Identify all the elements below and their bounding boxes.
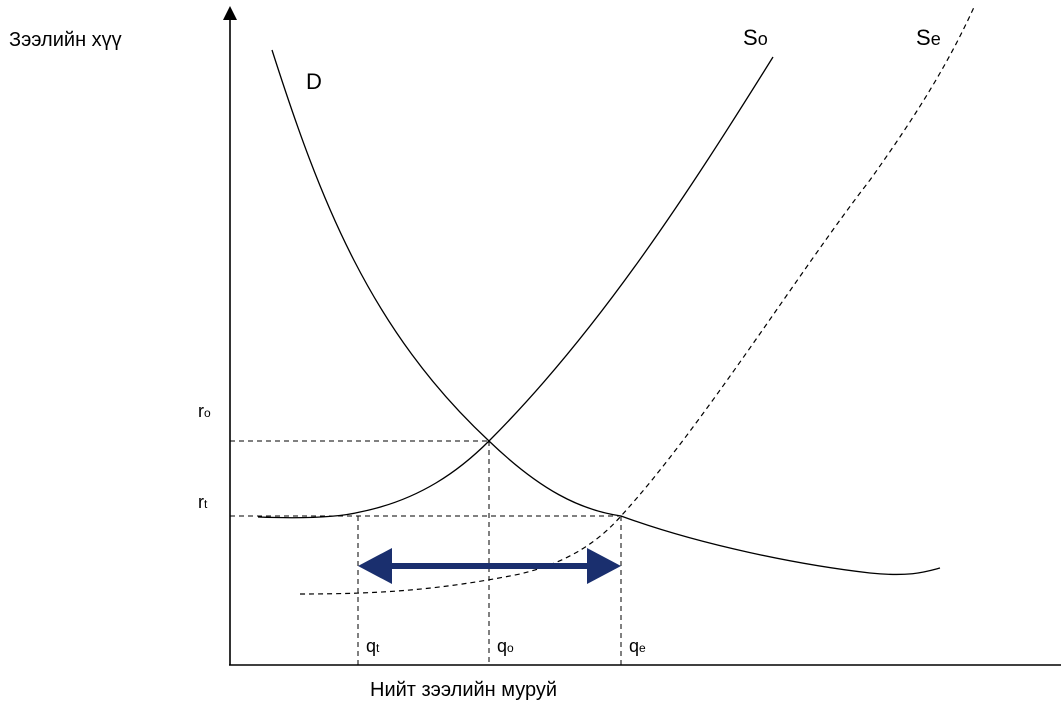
demand-curve <box>271 49 941 576</box>
guide-lines <box>230 440 622 665</box>
q-e-label: qe <box>629 636 646 656</box>
r-t-label: rt <box>198 492 208 512</box>
credit-expansion-arrow <box>358 548 621 584</box>
supply-original-label: So <box>743 25 768 50</box>
y-axis-arrowhead <box>223 6 237 20</box>
y-axis-title: Зээлийн хүү <box>9 29 122 51</box>
arrow-head-left <box>358 548 392 584</box>
q-o-label: qo <box>497 636 514 656</box>
supply-curve-original <box>257 56 774 519</box>
q-t-label: qt <box>366 636 380 656</box>
x-axis-title: Нийт зээлийн муруй <box>370 679 557 701</box>
demand-label: D <box>306 69 322 94</box>
supply-expanded-label: Se <box>916 25 941 50</box>
supply-curve-expanded <box>299 4 976 595</box>
r-o-label: ro <box>198 401 211 421</box>
arrow-head-right <box>587 548 621 584</box>
